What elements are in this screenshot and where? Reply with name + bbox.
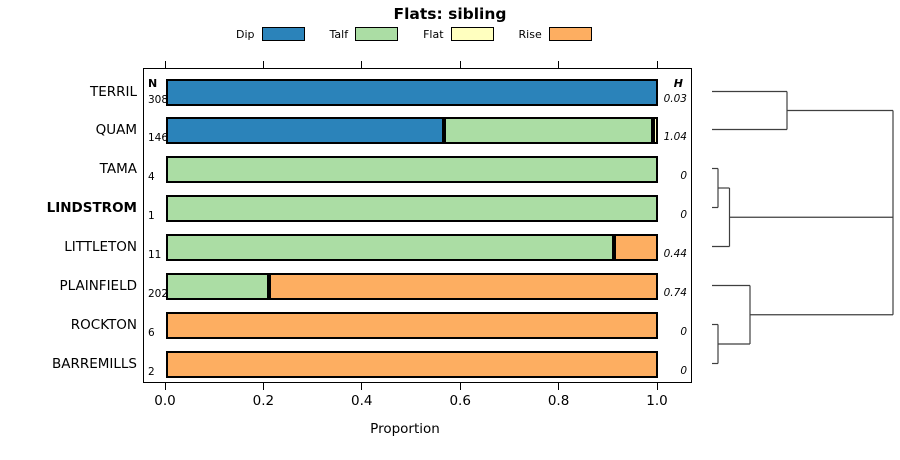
bar-segment-flat (653, 117, 658, 144)
bar-segment-talf (166, 156, 658, 183)
x-tick-label: 0.4 (351, 393, 373, 409)
x-tick-bottom (459, 383, 461, 390)
legend-label: Talf (329, 27, 349, 41)
bar-segment-rise (166, 312, 658, 339)
n-value: 4 (148, 171, 155, 183)
bar-segment-rise (613, 234, 658, 261)
stacked-bar (166, 234, 658, 261)
h-value: 1.04 (663, 131, 687, 143)
n-value: 308 (148, 94, 169, 106)
legend-swatch-dip (261, 27, 305, 41)
legend-item: Rise (519, 27, 592, 41)
legend-item: Dip (236, 27, 305, 41)
x-tick-label: 0.0 (154, 393, 176, 409)
h-value: 0 (680, 326, 687, 338)
legend-swatch-rise (548, 27, 592, 41)
row-label: TAMA (99, 160, 137, 177)
h-value: 0.44 (663, 248, 687, 260)
row-label: LITTLETON (64, 238, 137, 255)
stacked-bar (166, 156, 658, 183)
legend-swatch-flat (450, 27, 494, 41)
h-column-header: H (673, 77, 683, 90)
x-tick-label: 1.0 (646, 393, 668, 409)
x-tick-bottom (164, 383, 166, 390)
row-label: LINDSTROM (46, 199, 137, 216)
n-value: 202 (148, 288, 169, 300)
x-tick-label: 0.6 (449, 393, 471, 409)
legend-label: Rise (518, 27, 542, 41)
x-tick-top (656, 61, 658, 68)
bar-segment-talf (166, 273, 270, 300)
bar-segment-dip (166, 79, 658, 106)
y-axis-labels: TERRIL QUAM TAMA LINDSTROM LITTLETON PLAINFIE… (0, 0, 137, 460)
plot-area: N H 308 0.03 146 1.04 4 0 1 0 11 0.44 202 0.74 6 0 2 0 (143, 68, 692, 383)
chart-title: Flats: sibling (393, 5, 507, 23)
bar-segment-rise (269, 273, 658, 300)
x-tick-top (164, 61, 166, 68)
row-label: ROCKTON (70, 316, 137, 333)
legend-item: Talf (330, 27, 399, 41)
x-tick-bottom (656, 383, 658, 390)
x-tick-top (262, 61, 264, 68)
h-value: 0 (680, 209, 687, 221)
bar-segment-rise (166, 351, 658, 378)
stacked-bar (166, 312, 658, 339)
bar-segment-talf (443, 117, 654, 144)
x-tick-top (558, 61, 560, 68)
n-column-header: N (148, 77, 158, 90)
stacked-bar (166, 195, 658, 222)
n-value: 6 (148, 327, 155, 339)
bar-segment-talf (166, 195, 658, 222)
h-value: 0 (680, 365, 687, 377)
x-tick-bottom (558, 383, 560, 390)
n-value: 11 (148, 249, 162, 261)
x-tick-bottom (262, 383, 264, 390)
stacked-bar (166, 351, 658, 378)
bar-segment-talf (166, 234, 614, 261)
legend-item: Flat (423, 27, 494, 41)
legend: Dip Talf Flat Rise (236, 27, 592, 41)
row-label: QUAM (95, 121, 137, 138)
stacked-bar (166, 273, 658, 300)
row-label: PLAINFIELD (59, 277, 137, 294)
n-value: 1 (148, 210, 155, 222)
h-value: 0.74 (663, 287, 687, 299)
h-value: 0.03 (663, 93, 687, 105)
n-value: 2 (148, 366, 155, 378)
stacked-bar (166, 117, 658, 144)
x-tick-top (459, 61, 461, 68)
x-tick-bottom (361, 383, 363, 390)
legend-swatch-talf (355, 27, 399, 41)
bar-segment-dip (166, 117, 444, 144)
n-value: 146 (148, 132, 169, 144)
stacked-bar (166, 79, 658, 106)
legend-label: Dip (236, 27, 255, 41)
legend-label: Flat (423, 27, 444, 41)
x-tick-label: 0.2 (252, 393, 275, 409)
h-value: 0 (680, 170, 687, 182)
row-label: BARREMILLS (51, 355, 137, 372)
x-tick-label: 0.8 (547, 393, 570, 409)
x-tick-top (361, 61, 363, 68)
x-axis-title: Proportion (370, 421, 440, 437)
row-label: TERRIL (89, 83, 137, 100)
